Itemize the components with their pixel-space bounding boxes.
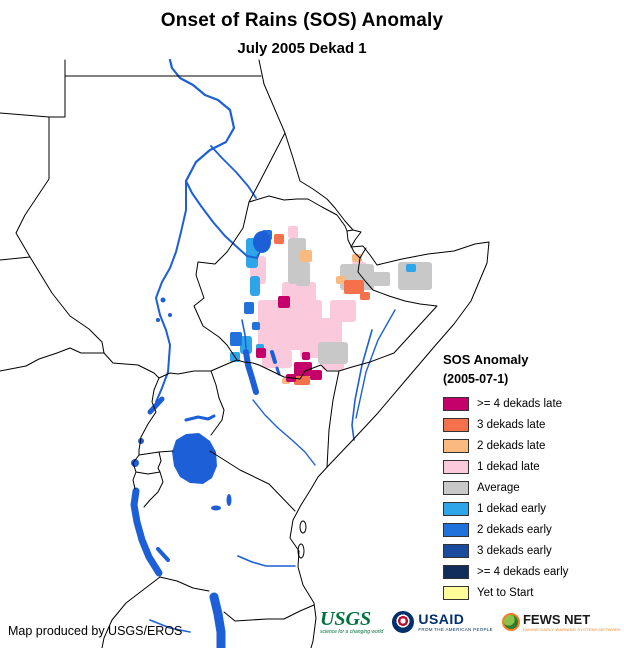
anomaly-layer-average [288, 238, 432, 364]
legend-swatch [443, 418, 469, 432]
usgs-logo-text: USGS [319, 608, 372, 630]
legend-item: Average [443, 481, 621, 495]
legend-swatch [443, 439, 469, 453]
credit-text: Map produced by USGS/EROS [8, 624, 183, 638]
legend-item-label: >= 4 dekads early [477, 566, 569, 578]
lakes-layer [131, 231, 271, 511]
page-title: Onset of Rains (SOS) Anomaly [160, 10, 444, 31]
legend-item-label: 2 dekads early [477, 524, 552, 536]
legend-item: Yet to Start [443, 586, 621, 600]
legend-swatch [443, 460, 469, 474]
legend-item-label: >= 4 dekads late [477, 398, 563, 410]
legend-item-label: 3 dekads late [477, 419, 546, 431]
usgs-logo: USGS science for a changing world [320, 609, 383, 635]
legend-swatch [443, 481, 469, 495]
legend-swatch [443, 586, 469, 600]
header: Onset of Rains (SOS) Anomaly July 2005 D… [0, 10, 604, 57]
legend-swatch [443, 523, 469, 537]
fewsnet-logo: FEWS NET FAMINE EARLY WARNING SYSTEMS NE… [501, 611, 621, 632]
legend-swatch [443, 565, 469, 579]
legend-item: >= 4 dekads late [443, 397, 621, 411]
rivers-layer [130, 58, 396, 648]
legend-item: 3 dekads late [443, 418, 621, 432]
legend: SOS Anomaly (2005-07-1) >= 4 dekads late… [443, 352, 621, 607]
legend-title: SOS Anomaly [443, 352, 529, 367]
legend-swatch [443, 397, 469, 411]
legend-item-label: Average [477, 482, 520, 494]
anomaly-layer-4-dekads-late [256, 296, 322, 382]
usaid-logo-tagline: FROM THE AMERICAN PEOPLE [418, 627, 493, 632]
fewsnet-logo-text: FEWS NET [522, 611, 591, 627]
legend-subtitle: (2005-07-1) [443, 372, 509, 386]
legend-item: 1 dekad early [443, 502, 621, 516]
legend-item-label: 1 dekad early [477, 503, 547, 515]
legend-swatch [443, 502, 469, 516]
legend-item: >= 4 dekads early [443, 565, 621, 579]
page-subtitle: July 2005 Dekad 1 [237, 40, 367, 57]
usaid-logo-text: USAID [418, 611, 465, 627]
logo-bar: USGS science for a changing world USAID … [320, 609, 621, 635]
legend-item-label: 1 dekad late [477, 461, 540, 473]
legend-item-label: 3 dekads early [477, 545, 552, 557]
usaid-seal-icon [392, 611, 415, 633]
globe-icon [501, 613, 520, 631]
legend-item: 3 dekads early [443, 544, 621, 558]
fewsnet-logo-tagline: FAMINE EARLY WARNING SYSTEMS NETWORK [522, 626, 621, 632]
legend-item: 2 dekads late [443, 439, 621, 453]
legend-swatch [443, 544, 469, 558]
usgs-logo-tagline: science for a changing world [319, 629, 384, 635]
legend-item-label: Yet to Start [477, 587, 534, 599]
legend-item-label: 2 dekads late [477, 440, 546, 452]
country-borders [0, 59, 490, 648]
legend-item: 1 dekad late [443, 460, 621, 474]
usaid-logo: USAID FROM THE AMERICAN PEOPLE [392, 611, 493, 633]
legend-item: 2 dekads early [443, 523, 621, 537]
anomaly-layer-3-dekads-late [274, 234, 370, 385]
